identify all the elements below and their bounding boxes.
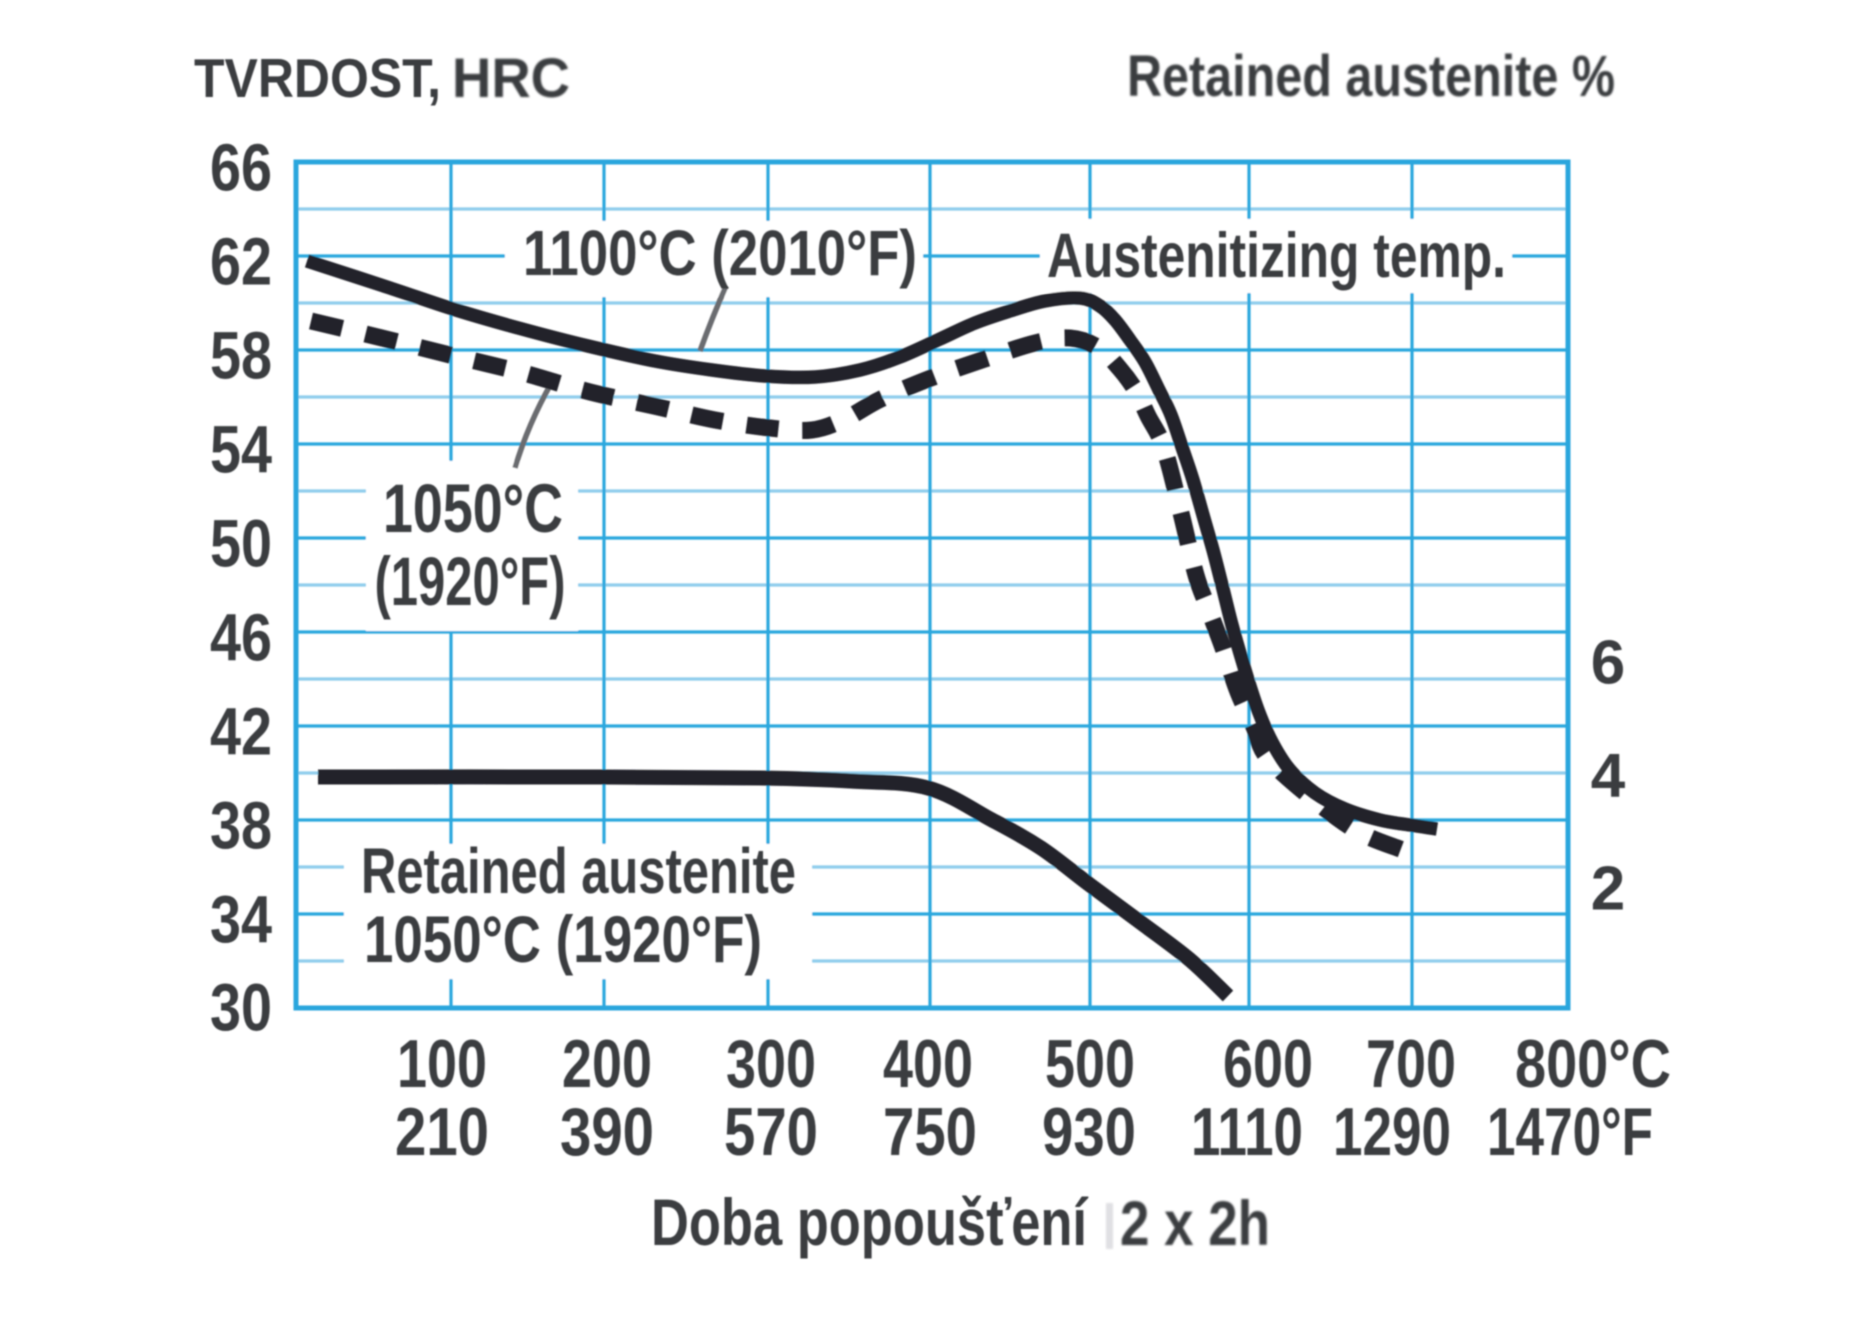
svg-text:570: 570 [724,1094,818,1170]
svg-text:210: 210 [395,1094,489,1170]
svg-text:6: 6 [1591,629,1625,698]
svg-text:700: 700 [1366,1026,1456,1102]
svg-text:TVRDOST,: TVRDOST, [194,47,441,109]
svg-text:50: 50 [210,507,272,582]
svg-text:Doba popoušťení: Doba popoušťení [651,1185,1089,1259]
svg-text:Retained austenite: Retained austenite [361,835,796,907]
svg-text:46: 46 [210,601,272,676]
svg-text:HRC: HRC [452,46,570,109]
svg-text:34: 34 [210,883,272,958]
svg-text:1050°C: 1050°C [383,470,563,547]
svg-text:800°C: 800°C [1515,1026,1671,1102]
svg-text:(1920°F): (1920°F) [375,543,566,620]
svg-text:300: 300 [726,1026,816,1102]
svg-text:30: 30 [210,971,272,1046]
svg-text:62: 62 [210,225,272,300]
svg-text:600: 600 [1223,1026,1313,1102]
svg-text:1470°F: 1470°F [1487,1094,1653,1170]
svg-text:750: 750 [883,1094,977,1170]
svg-text:1290: 1290 [1333,1094,1451,1170]
svg-text:38: 38 [210,789,272,864]
svg-text:500: 500 [1045,1026,1135,1102]
svg-text:Retained austenite %: Retained austenite % [1127,44,1615,109]
svg-text:390: 390 [560,1094,654,1170]
svg-text:42: 42 [210,695,272,770]
svg-text:100: 100 [397,1026,487,1102]
svg-text:Austenitizing temp.: Austenitizing temp. [1047,221,1506,291]
svg-text:1100°C (2010°F): 1100°C (2010°F) [523,217,917,289]
svg-text:930: 930 [1042,1094,1136,1170]
svg-text:1050°C (1920°F): 1050°C (1920°F) [364,902,762,976]
svg-text:66: 66 [210,131,272,206]
svg-text:2: 2 [1591,855,1625,924]
svg-text:4: 4 [1591,742,1626,811]
svg-text:1110: 1110 [1191,1094,1303,1170]
svg-text:200: 200 [562,1026,652,1102]
svg-text:58: 58 [210,319,272,394]
svg-text:400: 400 [883,1026,973,1102]
svg-text:2 x 2h: 2 x 2h [1120,1189,1270,1259]
svg-text:54: 54 [210,413,272,488]
